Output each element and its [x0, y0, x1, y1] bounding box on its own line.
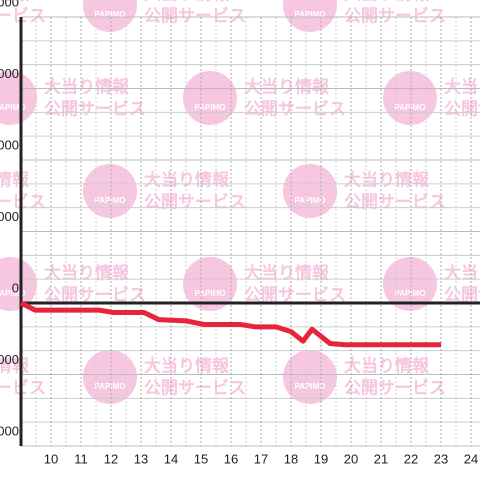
watermark-text: 大当り情報 — [144, 355, 230, 375]
x-tick-label: 23 — [434, 451, 448, 466]
watermark-text: 公開サービス — [144, 192, 246, 211]
watermark-logo — [183, 257, 237, 311]
watermark-text: 公開サービス — [0, 192, 46, 211]
watermark-text: 大当り情報 — [144, 169, 230, 189]
watermark-text: 大当り情報 — [244, 76, 330, 96]
watermark-logo — [0, 257, 37, 311]
watermark-text: 公開サービス — [44, 99, 146, 118]
watermark-logo-text: PAPIMO — [295, 196, 326, 205]
watermark-logo — [0, 71, 37, 125]
y-tick-label: 3,000 — [0, 209, 19, 224]
watermark-logo-text: PAPIMO — [0, 103, 25, 112]
line — [19, 300, 441, 348]
watermark-logo — [83, 350, 137, 404]
x-tick-label: 19 — [314, 451, 328, 466]
x-tick-label: 18 — [284, 451, 298, 466]
y-tick-label: 6,000 — [0, 137, 19, 152]
x-tick-label: 22 — [404, 451, 418, 466]
watermark-logo — [83, 164, 137, 218]
watermark-logo — [183, 71, 237, 125]
watermark-logo-text: PAPIMO — [95, 10, 126, 19]
x-tick-label: 16 — [224, 451, 238, 466]
watermark-text: 公開サービス — [44, 285, 146, 304]
y-tick-label: 9,000 — [0, 66, 19, 81]
watermark-text: 大当り情報 — [344, 355, 430, 375]
watermark-text: 公開サービス — [444, 99, 480, 118]
watermark-logo — [283, 0, 337, 32]
watermark-text: 大当り情報 — [44, 76, 130, 96]
x-tick-label: 17 — [254, 451, 268, 466]
y-tick-label: -6,000 — [0, 423, 19, 438]
watermark-text: 公開サービス — [344, 6, 446, 25]
watermark-text: 公開サービス — [344, 192, 446, 211]
watermark-logo — [83, 0, 137, 32]
x-tick-label: 15 — [194, 451, 208, 466]
watermark-text: 公開サービス — [0, 6, 46, 25]
x-tick-label: 20 — [344, 451, 358, 466]
watermark-logo-text: PAPIMO — [195, 289, 226, 298]
watermark-logo-text: PAPIMO — [395, 289, 426, 298]
watermark-logo-text: PAPIMO — [295, 382, 326, 391]
watermark-logo — [383, 71, 437, 125]
watermark-text: 大当り情報 — [0, 169, 30, 189]
watermark-text: 公開サービス — [144, 378, 246, 397]
x-tick-label: 14 — [164, 451, 178, 466]
watermark-text: 公開サービス — [144, 6, 246, 25]
watermark-logo-text: PAPIMO — [295, 10, 326, 19]
watermark-text: 大当り情報 — [144, 0, 230, 3]
watermark-text: 大当り情報 — [244, 262, 330, 282]
y-tick-label: 0 — [12, 280, 19, 295]
watermark-text: 大当り情報 — [344, 169, 430, 189]
x-tick-label: 24 — [464, 451, 478, 466]
y-tick-label: -3,000 — [0, 352, 19, 367]
watermark-logo — [283, 164, 337, 218]
x-tick-label: 13 — [134, 451, 148, 466]
x-tick-label: 21 — [374, 451, 388, 466]
watermark-text: 公開サービス — [344, 378, 446, 397]
watermark-logo-text: PAPIMO — [395, 103, 426, 112]
watermark-logo-text: PAPIMO — [0, 289, 25, 298]
watermark-logo-text: PAPIMO — [95, 382, 126, 391]
watermark-text: 大当り情報 — [0, 0, 30, 3]
watermark-logo-text: PAPIMO — [95, 196, 126, 205]
watermark-text: 大当り情報 — [344, 0, 430, 3]
x-tick-label: 12 — [104, 451, 118, 466]
watermark-text: 大当り情報 — [444, 76, 480, 96]
x-tick-label: 11 — [74, 451, 88, 466]
x-tick-label: 10 — [44, 451, 58, 466]
watermark-text: 公開サービス — [244, 99, 346, 118]
watermark-text: 公開サービス — [0, 378, 46, 397]
watermark-logo — [283, 350, 337, 404]
watermark-text: 大当り情報 — [44, 262, 130, 282]
y-tick-label: 12,000 — [0, 0, 19, 9]
watermark-logo-text: PAPIMO — [195, 103, 226, 112]
